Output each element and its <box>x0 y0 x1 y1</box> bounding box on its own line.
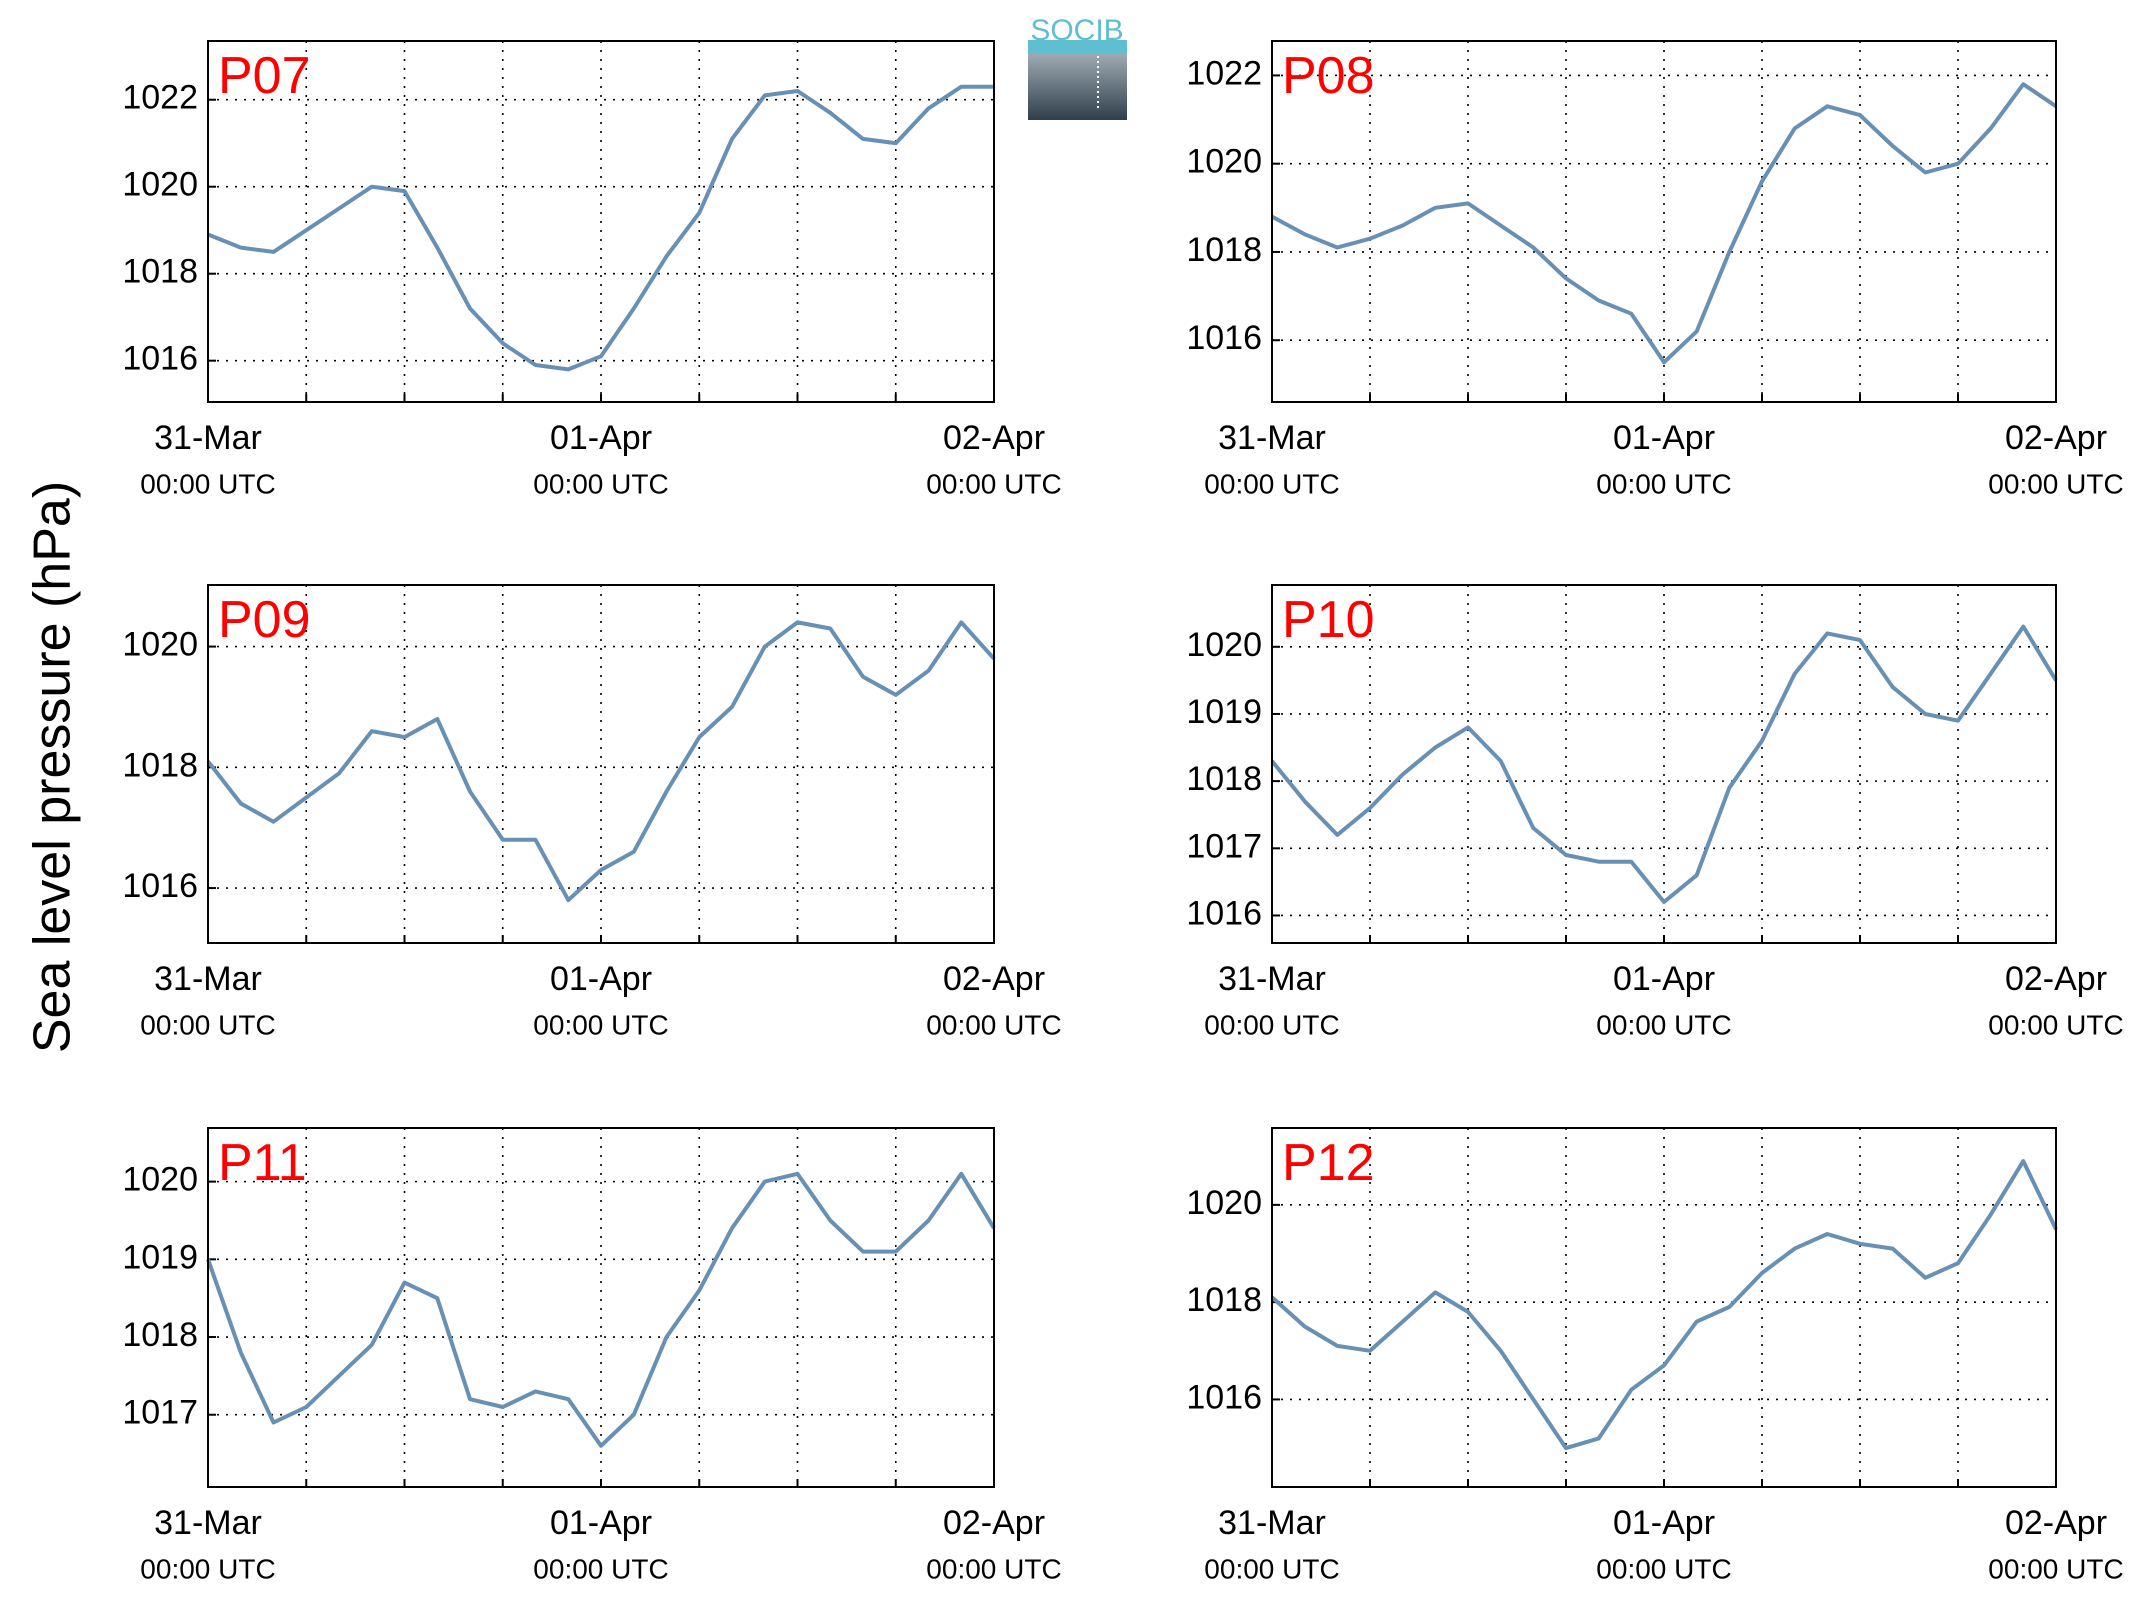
y-tick-label: 1019 <box>122 1238 198 1276</box>
y-tick-label: 1018 <box>1186 760 1262 798</box>
plot-frame <box>207 1127 995 1488</box>
y-tick-label: 1016 <box>1186 319 1262 357</box>
x-tick-sublabel: 00:00 UTC <box>533 468 668 499</box>
panel: 1016 1018 1020 1022 31-Mar 00:00 UTC 01-Apr 00:… <box>1186 40 2124 499</box>
y-tick-label: 1019 <box>1186 693 1262 731</box>
panel: 1016 1017 1018 1019 1020 31-Mar 00:00 UTC 01-Ap… <box>1186 584 2124 1040</box>
plot-frame <box>207 40 995 403</box>
x-tick-label: 02-Apr <box>943 1504 1045 1542</box>
x-tick-label: 02-Apr <box>2005 960 2107 998</box>
panel: 1016 1018 1020 31-Mar 00:00 UTC 01-Apr 00:00 U… <box>1186 1127 2124 1584</box>
panel-title: P08 <box>1282 47 1375 105</box>
x-tick-sublabel: 00:00 UTC <box>1596 1553 1731 1584</box>
data-line <box>1270 1159 2058 1451</box>
y-tick-label: 1018 <box>1186 231 1262 269</box>
x-tick-label: 01-Apr <box>550 1504 652 1542</box>
y-tick-label: 1018 <box>122 1316 198 1354</box>
panel-title: P12 <box>1282 1134 1375 1192</box>
panel-title: P11 <box>218 1134 307 1192</box>
x-tick-label: 31-Mar <box>1218 1504 1326 1542</box>
x-tick-sublabel: 00:00 UTC <box>1988 468 2123 499</box>
panel: 1016 1018 1020 1022 31-Mar 00:00 UTC 01-Apr 00:… <box>122 40 1062 499</box>
y-tick-label: 1018 <box>1186 1281 1262 1319</box>
y-axis-label: Sea level pressure (hPa) <box>24 481 82 1053</box>
x-tick-label: 01-Apr <box>1613 1504 1715 1542</box>
y-tick-label: 1018 <box>122 253 198 291</box>
x-tick-sublabel: 00:00 UTC <box>140 1553 275 1584</box>
panel: 1017 1018 1019 1020 31-Mar 00:00 UTC 01-Apr 00:… <box>122 1127 1062 1584</box>
x-tick-label: 31-Mar <box>1218 960 1326 998</box>
x-tick-sublabel: 00:00 UTC <box>140 1009 275 1040</box>
panel-title: P10 <box>1282 591 1375 649</box>
y-tick-label: 1016 <box>122 340 198 378</box>
x-tick-sublabel: 00:00 UTC <box>1988 1009 2123 1040</box>
plot-frame <box>1271 40 2057 403</box>
panel-title: P09 <box>218 591 311 649</box>
x-tick-sublabel: 00:00 UTC <box>926 1009 1061 1040</box>
x-tick-sublabel: 00:00 UTC <box>1204 1553 1339 1584</box>
x-tick-sublabel: 00:00 UTC <box>533 1009 668 1040</box>
y-tick-label: 1016 <box>1186 894 1262 932</box>
x-tick-label: 02-Apr <box>943 419 1045 457</box>
plot-frame <box>207 584 995 944</box>
logo-text: SOCIB <box>1030 14 1123 47</box>
logo: SOCIB <box>1028 14 1127 120</box>
x-tick-label: 01-Apr <box>1613 419 1715 457</box>
panel: 1016 1018 1020 31-Mar 00:00 UTC 01-Apr 00:00 U… <box>122 584 1062 1040</box>
x-tick-label: 31-Mar <box>154 960 262 998</box>
y-tick-label: 1018 <box>122 746 198 784</box>
y-tick-label: 1020 <box>1186 626 1262 664</box>
y-tick-label: 1020 <box>122 1161 198 1199</box>
x-tick-label: 01-Apr <box>550 419 652 457</box>
data-line <box>207 84 994 372</box>
plot-frame <box>1271 1127 2057 1488</box>
x-tick-sublabel: 00:00 UTC <box>1596 468 1731 499</box>
x-tick-sublabel: 00:00 UTC <box>1596 1009 1731 1040</box>
x-tick-label: 31-Mar <box>1218 419 1326 457</box>
x-tick-label: 02-Apr <box>2005 419 2107 457</box>
x-tick-sublabel: 00:00 UTC <box>533 1553 668 1584</box>
x-tick-label: 31-Mar <box>154 1504 262 1542</box>
x-tick-sublabel: 00:00 UTC <box>926 468 1061 499</box>
y-tick-label: 1020 <box>1186 1184 1262 1222</box>
data-line <box>1270 624 2058 904</box>
x-tick-label: 01-Apr <box>550 960 652 998</box>
y-tick-label: 1020 <box>122 626 198 664</box>
y-tick-label: 1016 <box>1186 1378 1262 1416</box>
x-tick-sublabel: 00:00 UTC <box>1204 1009 1339 1040</box>
x-tick-sublabel: 00:00 UTC <box>1988 1553 2123 1584</box>
x-tick-sublabel: 00:00 UTC <box>1204 468 1339 499</box>
data-line <box>206 1171 996 1448</box>
y-tick-label: 1020 <box>1186 143 1262 181</box>
logo-wave <box>1028 40 1127 54</box>
logo-box <box>1028 48 1127 120</box>
y-tick-label: 1022 <box>1186 54 1262 92</box>
x-tick-label: 02-Apr <box>2005 1504 2107 1542</box>
y-tick-label: 1022 <box>122 79 198 117</box>
x-tick-label: 02-Apr <box>943 960 1045 998</box>
x-tick-sublabel: 00:00 UTC <box>926 1553 1061 1584</box>
x-tick-sublabel: 00:00 UTC <box>140 468 275 499</box>
y-tick-label: 1017 <box>122 1394 198 1432</box>
plot-frame <box>1271 584 2057 944</box>
y-tick-label: 1017 <box>1186 827 1262 865</box>
x-tick-label: 31-Mar <box>154 419 262 457</box>
y-tick-label: 1020 <box>122 166 198 204</box>
data-line <box>1271 82 2058 365</box>
y-tick-label: 1016 <box>122 867 198 905</box>
x-tick-label: 01-Apr <box>1613 960 1715 998</box>
data-line <box>206 620 996 903</box>
panel-title: P07 <box>218 47 311 105</box>
